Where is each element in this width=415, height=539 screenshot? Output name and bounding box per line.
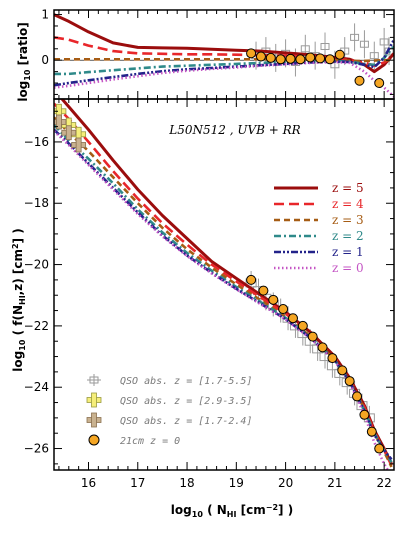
marker-21cm: [352, 391, 363, 402]
qso-grey-point: [379, 27, 389, 56]
qso-brown-point: [61, 125, 77, 141]
marker-21cm: [265, 52, 276, 63]
marker-21cm: [334, 49, 345, 60]
legend-marker-label: QSO abs. z = [2.9-3.5]: [120, 396, 252, 407]
y-tick-label: 1: [41, 8, 49, 22]
marker-21cm: [374, 443, 385, 454]
marker-21cm: [324, 54, 335, 65]
marker-21cm: [246, 48, 257, 59]
y-tick-label: −16: [24, 135, 49, 149]
marker-21cm: [307, 331, 318, 342]
y-tick-label: −20: [24, 258, 49, 272]
series-line-z=0: [54, 60, 394, 98]
series-line-z=1: [54, 128, 393, 461]
y-tick-label: −18: [24, 196, 49, 210]
legend-markers: QSO abs. z = [1.7-5.5] QSO abs. z = [2.9-…: [86, 374, 252, 447]
marker-21cm: [297, 320, 308, 331]
x-tick-label: 22: [377, 476, 392, 490]
x-tick-label: 16: [81, 476, 96, 490]
marker-21cm: [317, 342, 328, 353]
qso-grey-point: [359, 30, 369, 59]
marker-21cm: [278, 304, 289, 315]
ratio-panel: 01: [41, 8, 395, 100]
legend-label: z = 0: [332, 261, 364, 275]
x-tick-label: 17: [130, 476, 145, 490]
ratio-plot-area: [54, 13, 394, 98]
marker-21cm: [359, 409, 370, 420]
y-tick-label: 0: [41, 53, 49, 67]
series-line-z=3: [54, 116, 393, 468]
legend-marker-label: QSO abs. z = [1.7-5.5]: [120, 376, 252, 387]
axis-labels: log10 [ratio] log10 ( f(NHI,z) [cm2] ) l…: [11, 22, 301, 519]
ratio-ylabel: log10 [ratio]: [16, 22, 32, 101]
x-tick-label: 21: [327, 476, 342, 490]
legend-label: z = 3: [332, 213, 364, 227]
marker-21cm: [327, 353, 338, 364]
marker-21cm: [275, 54, 286, 65]
series-line-z=1: [54, 39, 394, 87]
marker-21cm: [305, 52, 316, 63]
y-tick-label: −22: [24, 319, 49, 333]
qso-brown-point: [71, 137, 87, 153]
legend-label: z = 4: [332, 197, 364, 211]
main-frame: [53, 98, 395, 471]
main-panel: 16 17 18 19 20 21 22−16−18−20−22−24−26z = 5z =…: [24, 98, 395, 490]
x-tick-label: 19: [229, 476, 244, 490]
y-tick-label: −24: [24, 380, 49, 394]
legend-label: z = 1: [332, 245, 364, 259]
marker-21cm: [246, 274, 257, 285]
legend-marker-label: 21cm z = 0: [120, 436, 180, 447]
marker-21cm: [255, 51, 266, 62]
marker-21cm: [268, 294, 279, 305]
legend-lines: z = 5 z = 4 z = 3 z = 2 z = 1 z = 0: [274, 181, 364, 275]
marker-21cm: [366, 426, 377, 437]
x-tick-label: 20: [278, 476, 293, 490]
qso-brown-point: [54, 114, 67, 130]
marker-21cm: [374, 78, 385, 89]
marker-21cm: [295, 54, 306, 65]
marker-21cm: [344, 376, 355, 387]
qso-grey-point: [350, 23, 360, 52]
marker-21cm: [337, 365, 348, 376]
legend-marker-label: QSO abs. z = [1.7-2.4]: [120, 416, 252, 427]
series-line-z=4: [54, 102, 393, 466]
marker-21cm: [287, 313, 298, 324]
legend-label: z = 2: [332, 229, 364, 243]
y-tick-label: −26: [24, 442, 49, 456]
marker-21cm: [258, 285, 269, 296]
series-line-z=2: [54, 124, 393, 463]
series-line-z=2: [54, 45, 394, 76]
x-tick-label: 18: [179, 476, 194, 490]
marker-21cm: [285, 53, 296, 64]
panel-title: L50N512 , UVB + RR: [168, 123, 300, 137]
main-plot-area: [54, 99, 393, 470]
main-ylabel: log10 ( f(NHI,z) [cm2] ): [11, 228, 27, 371]
legend-label: z = 5: [332, 181, 364, 195]
main-xlabel: log10 ( NHI [cm−2] ): [171, 503, 293, 519]
series-line-z=0: [54, 130, 390, 470]
marker-21cm: [354, 75, 365, 86]
marker-21cm: [315, 53, 326, 64]
